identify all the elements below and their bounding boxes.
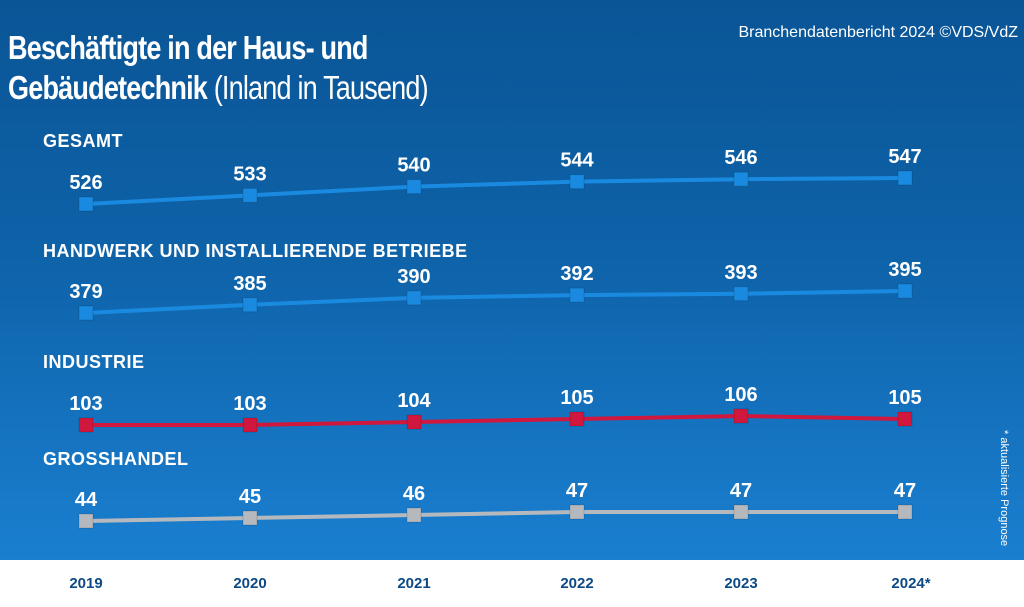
data-label: 103 — [69, 393, 102, 415]
data-label: 395 — [888, 259, 921, 281]
data-point-marker — [406, 414, 422, 430]
x-tick-label: 2023 — [724, 575, 757, 592]
x-tick-label: 2021 — [397, 575, 430, 592]
data-label: 105 — [888, 387, 921, 409]
series-title: GESAMT — [43, 131, 123, 151]
data-label: 106 — [724, 384, 757, 406]
data-label: 44 — [75, 489, 98, 511]
x-tick-label: 2024* — [891, 575, 930, 592]
data-point-marker — [406, 290, 422, 306]
series-title: HANDWERK UND INSTALLIERENDE BETRIEBE — [43, 241, 468, 261]
data-label: 47 — [730, 480, 752, 502]
data-label: 104 — [397, 390, 431, 412]
chart-title: Beschäftigte in der Haus- und Gebäudetec… — [8, 28, 429, 108]
data-label: 47 — [894, 480, 916, 502]
data-label: 392 — [560, 263, 593, 285]
data-label: 546 — [724, 147, 757, 169]
data-point-marker — [897, 504, 913, 520]
data-point-marker — [406, 507, 422, 523]
series-line — [85, 510, 905, 523]
data-point-marker — [897, 170, 913, 186]
x-tick-label: 2020 — [233, 575, 266, 592]
data-point-marker — [569, 174, 585, 190]
series-title: INDUSTRIE — [43, 352, 145, 372]
x-tick-label: 2022 — [560, 575, 593, 592]
data-label: 103 — [233, 393, 266, 415]
title-line-2-bold: Gebäudetechnik — [8, 69, 208, 106]
data-point-marker — [78, 417, 94, 433]
title-subtitle: (Inland in Tausend) — [213, 69, 429, 106]
data-point-marker — [242, 297, 258, 313]
x-tick-label: 2019 — [69, 575, 102, 592]
data-label: 393 — [724, 262, 757, 284]
data-point-marker — [897, 411, 913, 427]
data-point-marker — [569, 287, 585, 303]
data-point-marker — [406, 179, 422, 195]
data-point-marker — [242, 510, 258, 526]
chart-panel — [0, 0, 1024, 560]
data-label: 390 — [397, 266, 430, 288]
data-point-marker — [242, 417, 258, 433]
series-line — [86, 413, 906, 427]
data-label: 46 — [403, 483, 425, 505]
data-point-marker — [733, 286, 749, 302]
data-point-marker — [569, 411, 585, 427]
data-label: 385 — [233, 273, 266, 295]
series-line — [85, 175, 906, 206]
source-credit: Branchendatenbericht 2024 ©VDS/VdZ — [738, 24, 1018, 41]
data-point-marker — [733, 408, 749, 424]
data-point-marker — [242, 187, 258, 203]
data-label: 379 — [69, 281, 102, 303]
data-label: 526 — [69, 172, 102, 194]
data-point-marker — [733, 171, 749, 187]
series-title: GROSSHANDEL — [43, 449, 189, 469]
data-label: 544 — [560, 150, 594, 172]
data-point-marker — [733, 504, 749, 520]
data-point-marker — [897, 283, 913, 299]
data-point-marker — [78, 513, 94, 529]
data-label: 47 — [566, 480, 588, 502]
data-label: 540 — [397, 155, 430, 177]
data-point-marker — [78, 196, 94, 212]
data-label: 533 — [233, 163, 266, 185]
series-line — [85, 289, 906, 315]
data-label: 547 — [888, 146, 921, 168]
data-point-marker — [78, 305, 94, 321]
data-label: 45 — [239, 486, 261, 508]
title-line-1: Beschäftigte in der Haus- und — [8, 29, 368, 66]
data-label: 105 — [560, 387, 593, 409]
data-point-marker — [569, 504, 585, 520]
